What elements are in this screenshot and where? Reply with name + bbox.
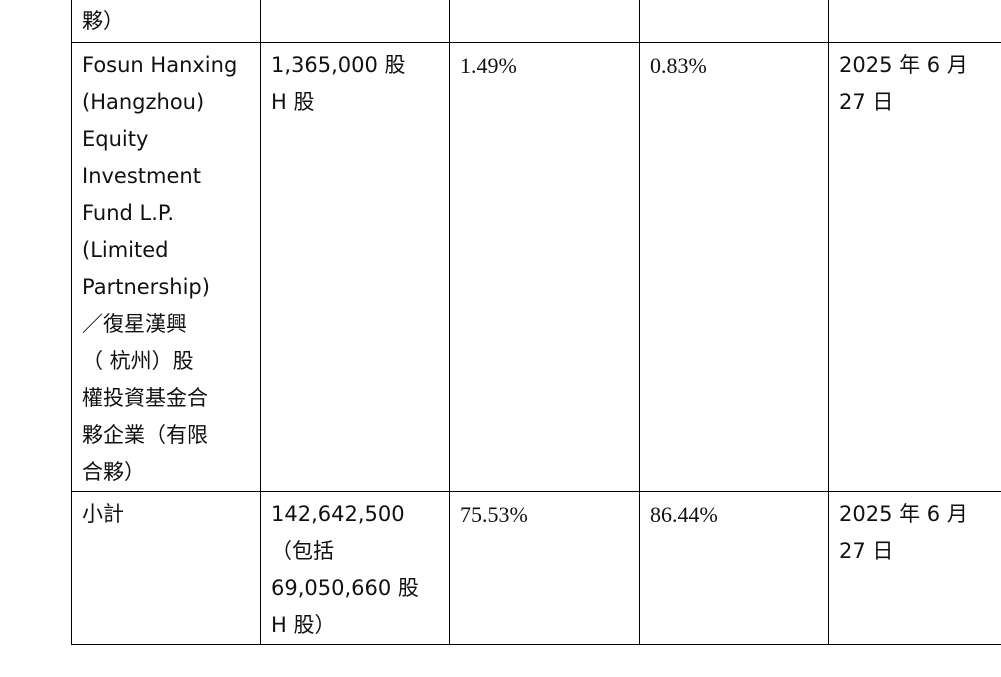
cell-percentage-a: 1.49% xyxy=(449,42,640,492)
holder-name-line: 權投資基金合 xyxy=(82,386,208,410)
name-continued-text: 夥） xyxy=(82,9,124,33)
date-line: 27 日 xyxy=(839,90,894,114)
shares-line: H 股） xyxy=(271,613,336,637)
shares-line: （包括 xyxy=(271,539,334,563)
cell-empty xyxy=(639,0,829,43)
cell-empty xyxy=(449,0,640,43)
percentage-a-value: 75.53% xyxy=(460,502,528,527)
cell-percentage-b: 86.44% xyxy=(639,491,829,645)
cell-shares: 142,642,500 （包括 69,050,660 股 H 股） xyxy=(260,491,450,645)
table-row-continued: 夥） xyxy=(71,0,1001,43)
holder-name-line: Partnership) xyxy=(82,275,210,299)
date-line: 27 日 xyxy=(839,539,894,563)
table-row-fosun-hanxing: Fosun Hanxing (Hangzhou) Equity Investme… xyxy=(71,42,1001,492)
cell-name-continued: 夥） xyxy=(71,0,261,43)
percentage-b-value: 86.44% xyxy=(650,502,718,527)
holder-name-line: (Limited xyxy=(82,238,169,262)
cell-percentage-a: 75.53% xyxy=(449,491,640,645)
shareholding-table: 夥） Fosun Hanxing (Hangzhou) Equity Inves… xyxy=(71,0,1001,645)
table-row-subtotal: 小計 142,642,500 （包括 69,050,660 股 H 股） 75.… xyxy=(71,491,1001,645)
cell-empty xyxy=(260,0,450,43)
shares-line: H 股 xyxy=(271,90,315,114)
shares-line: 142,642,500 xyxy=(271,502,405,526)
holder-name-line: Equity xyxy=(82,127,149,151)
cell-date: 2025 年 6 月 27 日 xyxy=(828,42,1001,492)
holder-name-line: 合夥） xyxy=(82,460,145,484)
cell-empty xyxy=(828,0,1001,43)
holder-name-line: （ 杭州）股 xyxy=(82,349,194,373)
shares-line: 1,365,000 股 xyxy=(271,53,406,77)
cell-holder-name: Fosun Hanxing (Hangzhou) Equity Investme… xyxy=(71,42,261,492)
holder-name-line: Fosun Hanxing xyxy=(82,53,238,77)
cell-shares: 1,365,000 股 H 股 xyxy=(260,42,450,492)
percentage-b-value: 0.83% xyxy=(650,53,707,78)
holder-name-line: Investment xyxy=(82,164,201,188)
holder-name-line: ／復星漢興 xyxy=(82,312,187,336)
shares-line: 69,050,660 股 xyxy=(271,576,419,600)
holder-name-line: (Hangzhou) xyxy=(82,90,205,114)
percentage-a-value: 1.49% xyxy=(460,53,517,78)
cell-subtotal-label: 小計 xyxy=(71,491,261,645)
holder-name-line: 夥企業（有限 xyxy=(82,423,208,447)
cell-percentage-b: 0.83% xyxy=(639,42,829,492)
date-line: 2025 年 6 月 xyxy=(839,502,968,526)
holder-name-line: Fund L.P. xyxy=(82,201,174,225)
cell-date: 2025 年 6 月 27 日 xyxy=(828,491,1001,645)
subtotal-label: 小計 xyxy=(82,502,124,526)
date-line: 2025 年 6 月 xyxy=(839,53,968,77)
